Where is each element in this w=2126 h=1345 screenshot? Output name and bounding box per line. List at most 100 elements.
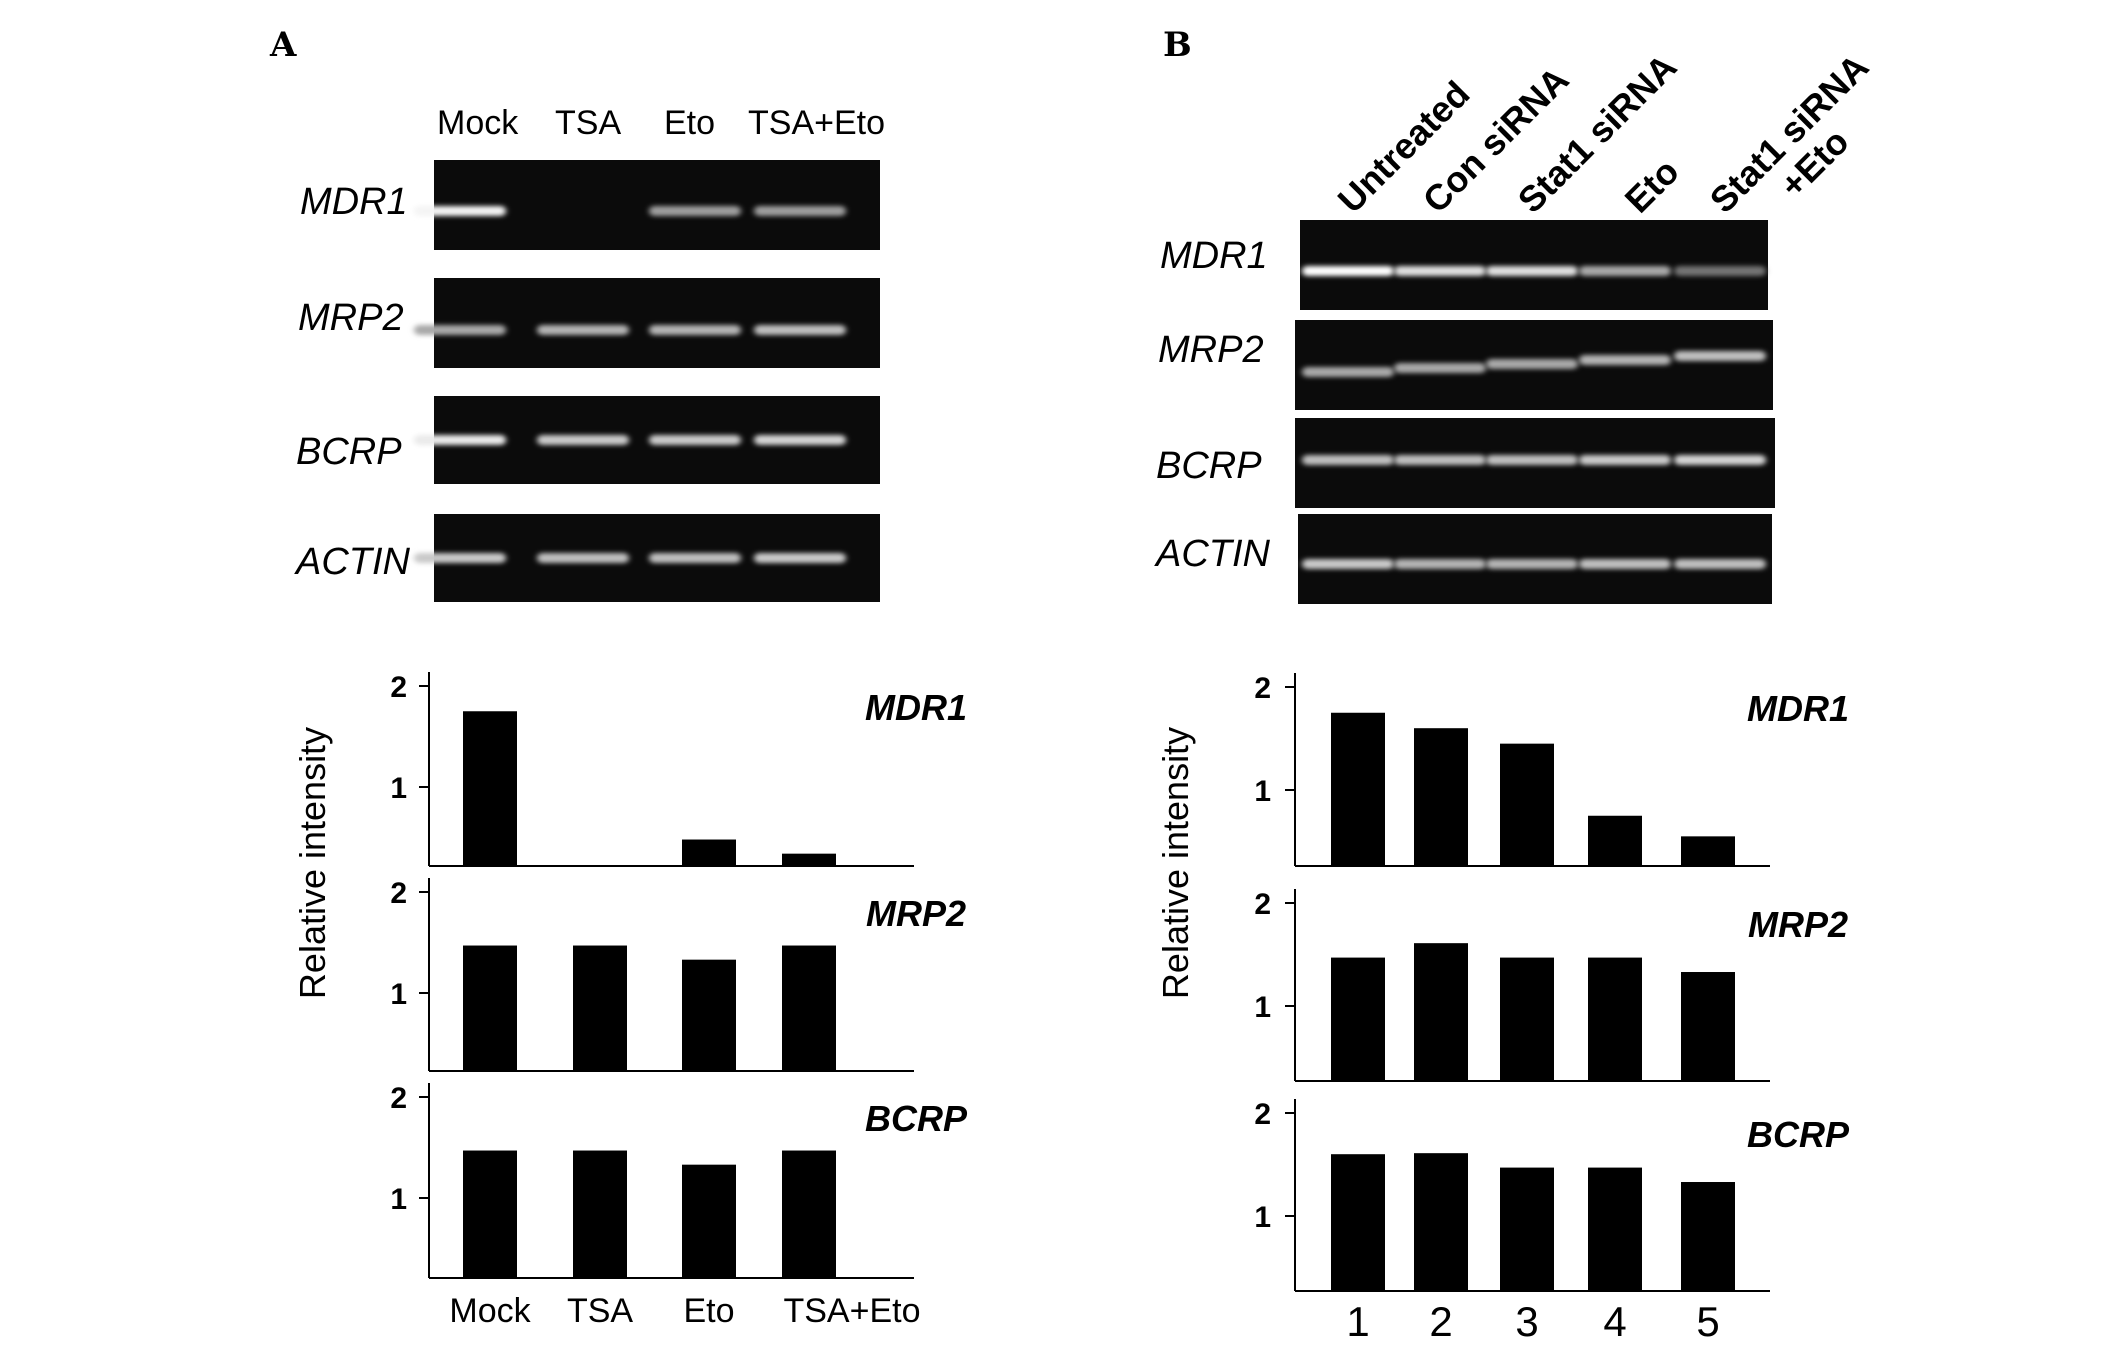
gel-label-mrp2: MRP2 <box>298 297 404 339</box>
gel-actin <box>414 514 880 602</box>
bar <box>682 839 736 866</box>
gel-band <box>1579 455 1671 465</box>
x-category-label: Eto <box>683 1292 734 1330</box>
gel-band <box>649 553 741 563</box>
x-category-label: 3 <box>1515 1298 1538 1345</box>
bar <box>1414 728 1468 866</box>
bar <box>682 1164 736 1278</box>
panel-a-lane-label: Eto <box>664 104 715 142</box>
panel-b-bar-charts: 2 1 MDR1 2 1 MRP2 2 1 BCRP <box>1254 672 1850 1292</box>
gel-background <box>1300 220 1768 310</box>
gel-band <box>1486 359 1578 369</box>
bar <box>1681 972 1735 1081</box>
gel-background <box>434 160 880 250</box>
y-tick-label: 2 <box>390 671 407 704</box>
x-category-label: 1 <box>1346 1298 1369 1345</box>
bar <box>463 1150 517 1278</box>
gel-band <box>1302 266 1394 276</box>
gel-band <box>649 325 741 335</box>
gel-bcrp <box>1295 418 1775 508</box>
gel-band <box>1394 266 1486 276</box>
gel-band <box>1579 559 1671 569</box>
bar <box>682 959 736 1071</box>
y-tick-label: 2 <box>390 877 407 910</box>
gel-band <box>537 553 629 563</box>
panel-a-lane-labels: Mock TSA Eto TSA+Eto <box>437 104 885 142</box>
gel-actin <box>1298 514 1772 604</box>
gel-band <box>1486 455 1578 465</box>
gel-band <box>1674 351 1766 361</box>
chart-gene-label: BCRP <box>865 1098 968 1139</box>
gel-label-actin: ACTIN <box>294 541 411 583</box>
bar <box>782 853 836 866</box>
gel-band <box>1394 455 1486 465</box>
bar <box>1500 743 1554 866</box>
bar <box>782 1150 836 1278</box>
gel-band <box>649 206 741 216</box>
gel-band <box>754 435 846 445</box>
panel-a-lane-label: TSA+Eto <box>748 104 885 142</box>
gel-band <box>1394 363 1486 373</box>
gel-mrp2 <box>1295 320 1773 410</box>
bar <box>1331 1154 1385 1291</box>
panel-b-lane-label: Eto <box>1617 151 1687 221</box>
bar <box>1414 943 1468 1081</box>
bar <box>1500 1167 1554 1291</box>
panel-a-gel-labels: MDR1 MRP2 BCRP ACTIN <box>294 181 411 583</box>
gel-band <box>649 435 741 445</box>
x-category-label: 5 <box>1696 1298 1719 1345</box>
bar <box>1588 957 1642 1081</box>
bar <box>1331 712 1385 866</box>
gel-mdr1 <box>1300 220 1768 310</box>
gel-mrp2 <box>414 278 880 368</box>
panel-a-x-categories: Mock TSA Eto TSA+Eto <box>449 1292 920 1330</box>
gel-band <box>1302 559 1394 569</box>
bar <box>573 1150 627 1278</box>
gel-band <box>1674 559 1766 569</box>
gel-band <box>537 435 629 445</box>
y-tick-label: 1 <box>390 1183 407 1216</box>
y-tick-label: 1 <box>1254 991 1271 1024</box>
panel-b-y-axis-label: Relative intensity <box>1155 727 1196 999</box>
y-tick-label: 2 <box>1254 1098 1271 1131</box>
gel-label-bcrp: BCRP <box>296 431 402 473</box>
panel-a-bar-charts: 2 1 MDR1 2 1 MRP2 2 1 BCRP <box>390 671 968 1279</box>
bar <box>1588 815 1642 866</box>
gel-label-mrp2: MRP2 <box>1158 329 1264 371</box>
gel-label-actin: ACTIN <box>1154 533 1271 575</box>
bar-chart-bcrp: 2 1 BCRP <box>390 1082 968 1279</box>
y-tick-label: 2 <box>390 1082 407 1115</box>
bar-chart-bcrp: 2 1 BCRP <box>1254 1098 1850 1292</box>
x-category-label: TSA <box>567 1292 633 1330</box>
bar <box>1588 1167 1642 1291</box>
gel-band <box>537 325 629 335</box>
gel-band <box>1302 455 1394 465</box>
x-category-label: Mock <box>449 1292 531 1330</box>
bar <box>782 945 836 1071</box>
x-category-label: TSA+Eto <box>783 1292 920 1330</box>
bar-chart-mrp2: 2 1 MRP2 <box>1254 888 1848 1082</box>
bar <box>463 945 517 1071</box>
gel-label-mdr1: MDR1 <box>1160 235 1268 277</box>
bar <box>1414 1153 1468 1291</box>
bar <box>573 945 627 1071</box>
panel-b-gel-labels: MDR1 MRP2 BCRP ACTIN <box>1154 235 1271 575</box>
gel-label-mdr1: MDR1 <box>300 181 408 223</box>
gel-band <box>414 206 506 216</box>
gel-band <box>1674 455 1766 465</box>
y-tick-label: 2 <box>1254 888 1271 921</box>
chart-gene-label: MRP2 <box>866 893 966 934</box>
gel-band <box>754 553 846 563</box>
chart-gene-label: MDR1 <box>865 687 967 728</box>
y-tick-label: 1 <box>1254 775 1271 808</box>
y-tick-label: 1 <box>390 772 407 805</box>
panel-a-y-axis-label: Relative intensity <box>292 727 333 999</box>
gel-mdr1 <box>414 160 880 250</box>
gel-band <box>1674 266 1766 276</box>
panel-b-letter: B <box>1163 25 1192 65</box>
bar <box>1500 957 1554 1081</box>
panel-b-x-categories: 1 2 3 4 5 <box>1346 1298 1719 1345</box>
gel-bcrp <box>414 396 880 484</box>
panel-b-lane-labels: Untreated Con siRNA Stat1 siRNA Eto Stat… <box>1330 46 1877 221</box>
